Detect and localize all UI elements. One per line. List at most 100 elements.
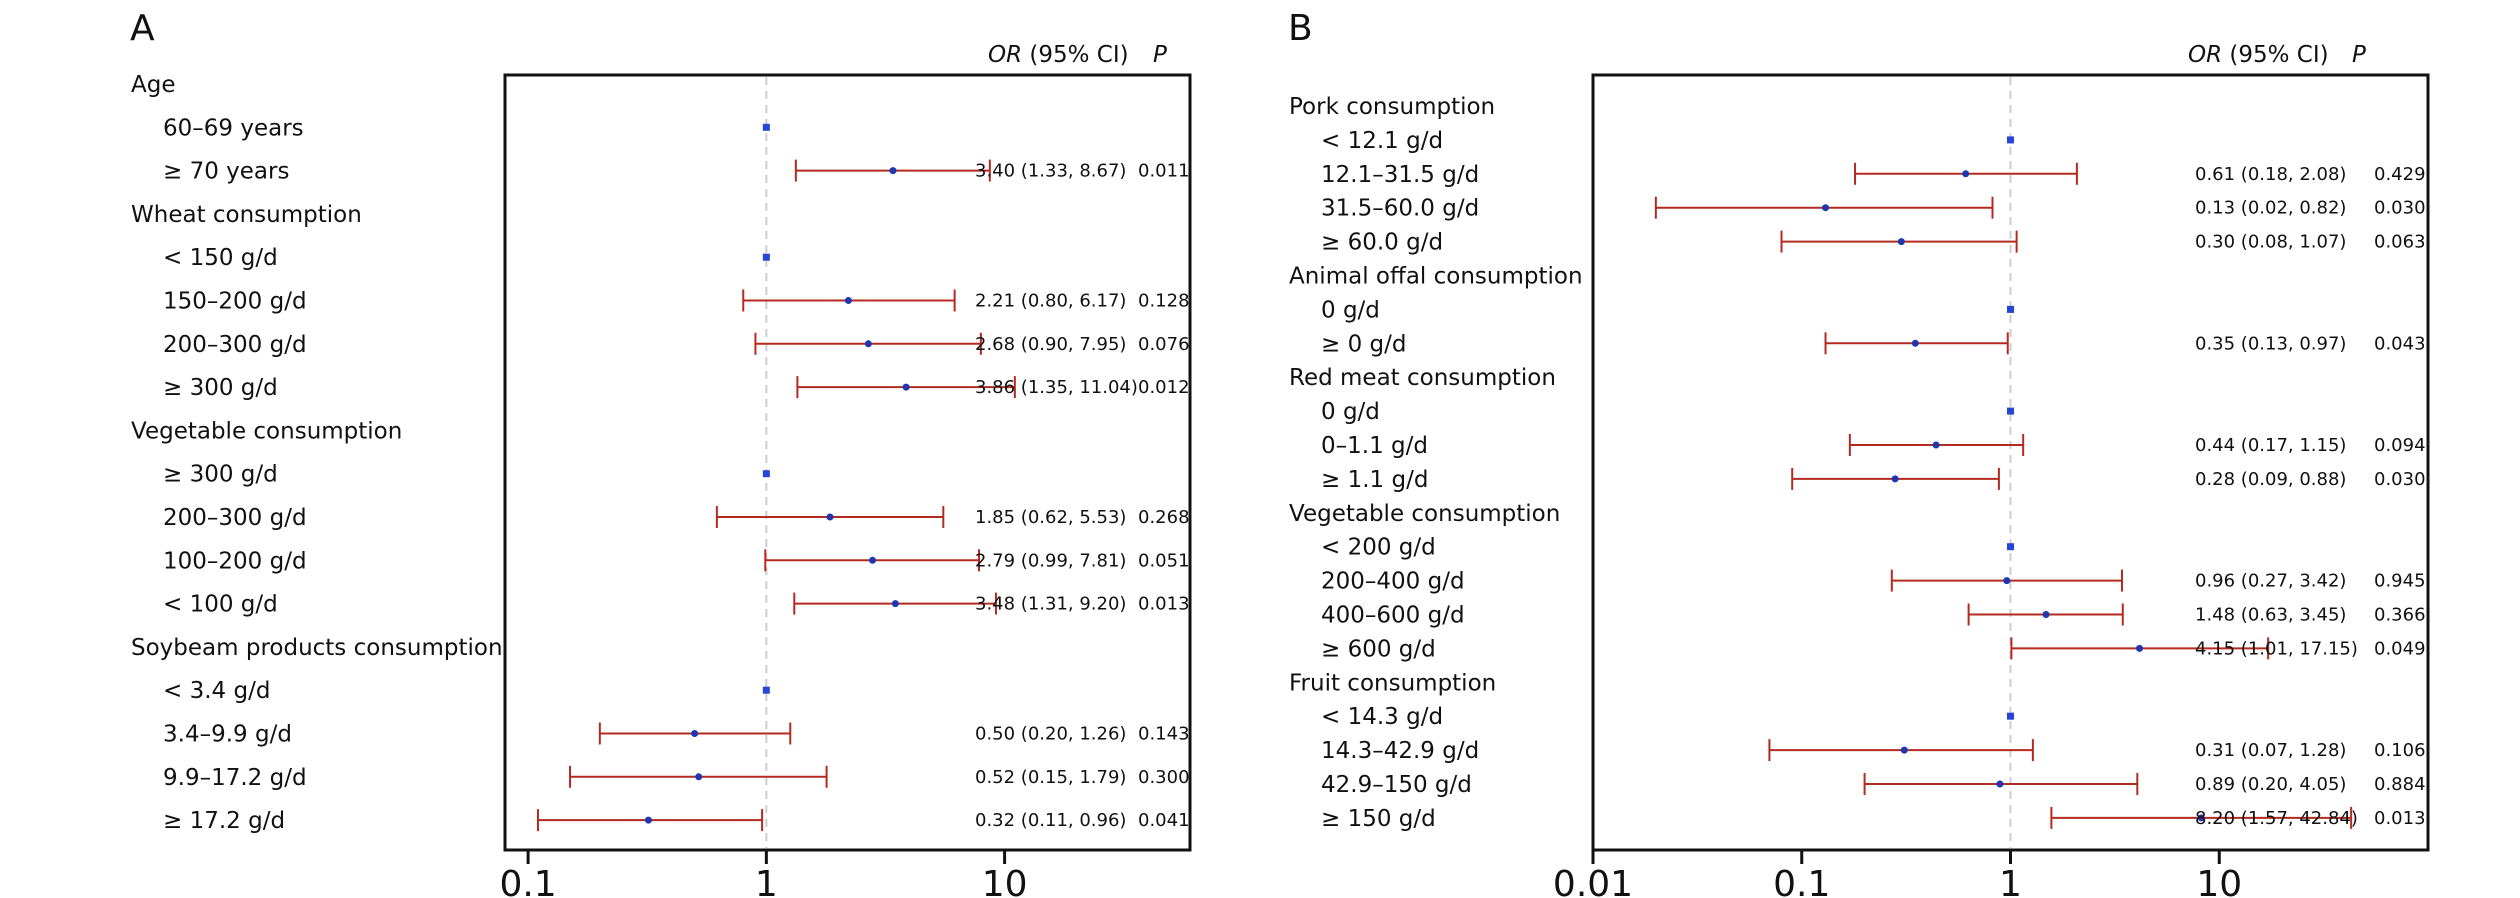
group-label: Animal offal consumption — [1289, 264, 1583, 290]
p-value: 0.106 — [2374, 740, 2426, 761]
or-ci-annotation: 1.85 (0.62, 5.53) — [975, 507, 1126, 528]
p-value: 0.300 — [1138, 767, 1190, 788]
row-label: 150–200 g/d — [163, 289, 307, 315]
x-tick-label: 0.01 — [1553, 864, 1633, 898]
or-point — [1932, 441, 1940, 449]
row-label: < 100 g/d — [163, 592, 278, 618]
p-value: 0.013 — [2374, 808, 2426, 829]
x-tick-label: 0.1 — [1773, 864, 1830, 898]
row-label: 200–400 g/d — [1321, 569, 1465, 595]
row-label: ≥ 150 g/d — [1321, 806, 1436, 832]
row-label: 200–300 g/d — [163, 505, 307, 531]
x-tick-label: 10 — [2196, 864, 2242, 898]
or-ci-annotation: 0.31 (0.07, 1.28) — [2195, 740, 2346, 761]
row-label: < 200 g/d — [1321, 535, 1436, 561]
row-label: < 3.4 g/d — [163, 678, 270, 704]
or-point — [1996, 780, 2004, 788]
row-label: 12.1–31.5 g/d — [1321, 162, 1479, 188]
group-label: Red meat consumption — [1289, 365, 1556, 391]
or-ci-annotation: 0.89 (0.20, 4.05) — [2195, 774, 2346, 795]
or-point — [2042, 611, 2050, 618]
or-ci-annotation: 0.32 (0.11, 0.96) — [975, 810, 1126, 831]
reference-point — [2007, 543, 2014, 551]
row-label: 100–200 g/d — [163, 548, 307, 574]
or-ci-annotation: 0.52 (0.15, 1.79) — [975, 767, 1126, 788]
row-label: ≥ 300 g/d — [163, 375, 278, 401]
or-ci-annotation: 2.79 (0.99, 7.81) — [975, 550, 1126, 571]
or-point — [902, 383, 910, 391]
or-point — [864, 340, 872, 348]
or-ci-annotation: 2.68 (0.90, 7.95) — [975, 334, 1126, 355]
p-value: 0.013 — [1138, 594, 1190, 615]
panel-letter: B — [1288, 8, 1313, 49]
or-ci-annotation: 0.44 (0.17, 1.15) — [2195, 435, 2346, 456]
p-value: 0.429 — [2374, 164, 2426, 185]
reference-point — [2007, 136, 2014, 144]
p-value: 0.945 — [2374, 571, 2426, 592]
p-value: 0.268 — [1138, 507, 1190, 528]
or-ci-annotation: 4.15 (1.01, 17.15) — [2195, 638, 2358, 659]
or-point — [1897, 238, 1905, 246]
row-label: 31.5–60.0 g/d — [1321, 196, 1479, 222]
p-value: 0.051 — [1138, 550, 1190, 571]
p-value: 0.076 — [1138, 334, 1190, 355]
or-ci-annotation: 2.21 (0.80, 6.17) — [975, 291, 1126, 312]
or-ci-annotation: 0.13 (0.02, 0.82) — [2195, 198, 2346, 219]
row-label: ≥ 0 g/d — [1321, 331, 1406, 357]
or-point — [1962, 170, 1970, 178]
p-value: 0.049 — [2374, 638, 2426, 659]
row-label: < 14.3 g/d — [1321, 704, 1443, 730]
p-value: 0.011 — [1138, 161, 1190, 182]
or-ci-annotation: 0.28 (0.09, 0.88) — [2195, 469, 2346, 490]
or-ci-annotation: 0.61 (0.18, 2.08) — [2195, 164, 2346, 185]
p-value: 0.043 — [2374, 333, 2426, 354]
reference-point — [762, 686, 770, 694]
p-value: 0.041 — [1138, 810, 1190, 831]
row-label: ≥ 1.1 g/d — [1321, 467, 1428, 493]
group-label: Vegetable consumption — [131, 418, 402, 444]
row-label: 400–600 g/d — [1321, 603, 1465, 629]
header-p: P — [2352, 42, 2366, 68]
row-label: 3.4–9.9 g/d — [163, 722, 292, 748]
reference-point — [762, 470, 770, 478]
p-value: 0.366 — [2374, 605, 2426, 626]
or-ci-annotation: 0.30 (0.08, 1.07) — [2195, 232, 2346, 253]
p-value: 0.030 — [2374, 469, 2426, 490]
or-ci-annotation: 1.48 (0.63, 3.45) — [2195, 605, 2346, 626]
row-label: 0 g/d — [1321, 399, 1380, 425]
row-label: 0–1.1 g/d — [1321, 433, 1428, 459]
p-value: 0.012 — [1138, 377, 1190, 398]
reference-point — [2007, 407, 2014, 415]
header-or-ci: OR (95% CI) — [2188, 42, 2329, 68]
group-label: Vegetable consumption — [1289, 501, 1560, 527]
row-label: 200–300 g/d — [163, 332, 307, 358]
or-ci-annotation: 3.86 (1.35, 11.04) — [975, 377, 1138, 398]
or-point — [826, 513, 834, 521]
or-point — [1891, 475, 1899, 483]
x-tick-label: 1 — [755, 864, 778, 898]
x-tick-label: 0.1 — [499, 864, 556, 898]
p-value: 0.030 — [2374, 198, 2426, 219]
or-point — [844, 297, 852, 304]
or-ci-annotation: 0.50 (0.20, 1.26) — [975, 724, 1126, 745]
header-or-ci: OR (95% CI) — [988, 42, 1129, 68]
group-label: Soybeam products consumption — [131, 635, 503, 661]
row-label: ≥ 300 g/d — [163, 462, 278, 488]
p-value: 0.884 — [2374, 774, 2426, 795]
or-ci-annotation: 0.96 (0.27, 3.42) — [2195, 571, 2346, 592]
row-label: 14.3–42.9 g/d — [1321, 738, 1479, 764]
row-label: 9.9–17.2 g/d — [163, 765, 307, 791]
row-label: 42.9–150 g/d — [1321, 772, 1472, 798]
or-point — [1911, 339, 1919, 347]
header-p: P — [1153, 42, 1167, 68]
or-point — [2136, 644, 2144, 652]
panel-letter: A — [130, 8, 155, 49]
reference-point — [2007, 712, 2014, 720]
p-value: 0.143 — [1138, 724, 1190, 745]
p-value: 0.094 — [2374, 435, 2426, 456]
group-label: Pork consumption — [1289, 94, 1495, 120]
or-point — [1822, 204, 1830, 212]
reference-point — [762, 123, 770, 131]
row-label: ≥ 17.2 g/d — [163, 808, 285, 834]
